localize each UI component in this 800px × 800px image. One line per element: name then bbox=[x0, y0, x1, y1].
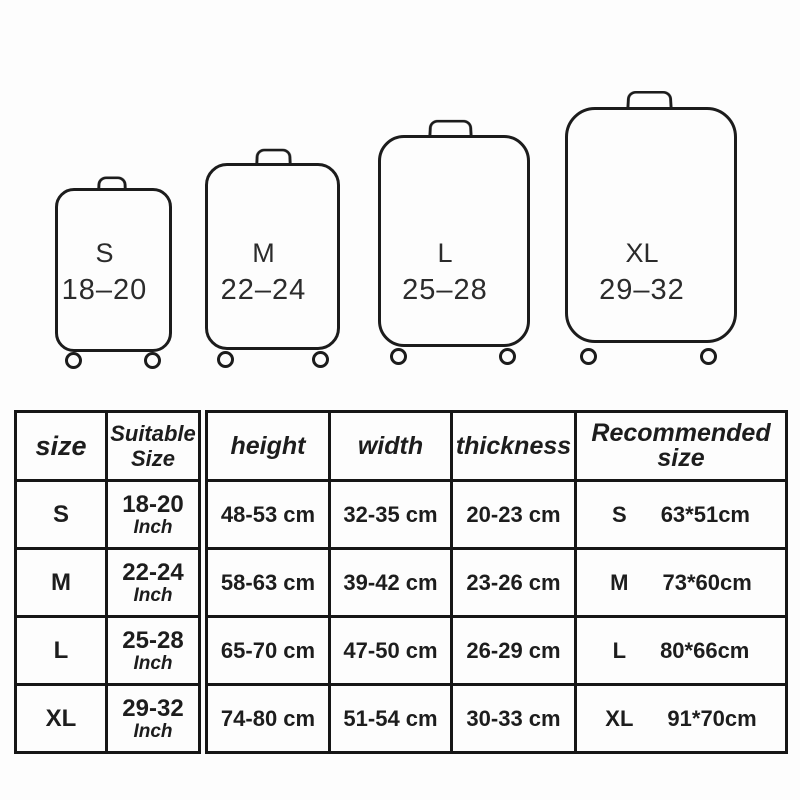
col-header-suitable-size: Suitable Size bbox=[105, 410, 201, 482]
suitcase-size-range: 18–20 bbox=[61, 274, 148, 306]
recommended-cell: XL 91*70cm bbox=[574, 683, 788, 754]
suitable-cell: 29-32 Inch bbox=[105, 683, 201, 754]
recommended-cover-size: 73*60cm bbox=[662, 569, 752, 595]
recommended-cover-size: 80*66cm bbox=[660, 637, 750, 663]
suitcase-body bbox=[378, 135, 530, 347]
recommended-size-letter: M bbox=[610, 569, 629, 595]
recommended-size-letter: L bbox=[612, 637, 627, 663]
recommended-cell: M 73*60cm bbox=[574, 547, 788, 618]
inch-unit: Inch bbox=[133, 516, 173, 538]
inch-unit: Inch bbox=[133, 584, 173, 606]
height-cell: 65-70 cm bbox=[205, 615, 331, 686]
col-header-width: width bbox=[328, 410, 453, 482]
table-header-row: height width thickness Recommended size bbox=[205, 410, 788, 482]
suitable-cell: 18-20 Inch bbox=[105, 479, 201, 550]
col-header-recommended-size: Recommended size bbox=[574, 410, 788, 482]
inch-range: 18-20 bbox=[122, 490, 184, 518]
table-row: L 25-28 Inch bbox=[14, 615, 201, 686]
table-row: 65-70 cm 47-50 cm 26-29 cm L 80*66cm bbox=[205, 615, 788, 686]
thickness-cell: 23-26 cm bbox=[450, 547, 577, 618]
thickness-cell: 30-33 cm bbox=[450, 683, 577, 754]
suitcase-wheel-icon bbox=[217, 351, 234, 368]
inch-range: 29-32 bbox=[122, 694, 184, 722]
col-header-thickness: thickness bbox=[450, 410, 577, 482]
width-cell: 47-50 cm bbox=[328, 615, 453, 686]
inch-range: 22-24 bbox=[122, 558, 184, 586]
suitcase-size-letter: XL bbox=[625, 238, 659, 268]
suitcase-xl: XL 29–32 bbox=[565, 89, 737, 379]
size-cell: M bbox=[14, 547, 108, 618]
suitcase-wheel-icon bbox=[65, 352, 82, 369]
recommended-size-letter: XL bbox=[605, 705, 634, 731]
suitcase-label-block: S 18–20 bbox=[55, 236, 172, 310]
suitcase-wheel-icon bbox=[580, 348, 597, 365]
suitcase-s: S 18–20 bbox=[55, 175, 172, 375]
height-cell: 74-80 cm bbox=[205, 683, 331, 754]
size-cell: S bbox=[14, 479, 108, 550]
suitcase-size-letter: M bbox=[252, 238, 275, 268]
width-cell: 51-54 cm bbox=[328, 683, 453, 754]
recommended-cell: L 80*66cm bbox=[574, 615, 788, 686]
suitcase-label-block: M 22–24 bbox=[205, 236, 340, 310]
suitable-cell: 22-24 Inch bbox=[105, 547, 201, 618]
suitcase-l: L 25–28 bbox=[378, 118, 530, 378]
table-row: S 18-20 Inch bbox=[14, 479, 201, 550]
suitcase-wheel-icon bbox=[390, 348, 407, 365]
table-header-row: size Suitable Size bbox=[14, 410, 201, 482]
suitcase-size-range: 25–28 bbox=[402, 274, 488, 306]
suitcase-label-block: XL 29–32 bbox=[565, 236, 737, 310]
suitcase-size-range: 29–32 bbox=[599, 274, 685, 306]
thickness-cell: 20-23 cm bbox=[450, 479, 577, 550]
height-cell: 48-53 cm bbox=[205, 479, 331, 550]
table-row: M 22-24 Inch bbox=[14, 547, 201, 618]
suitcase-wheel-icon bbox=[144, 352, 161, 369]
inch-unit: Inch bbox=[133, 720, 173, 742]
inch-range: 25-28 bbox=[122, 626, 184, 654]
size-cell: XL bbox=[14, 683, 108, 754]
col-header-size: size bbox=[14, 410, 108, 482]
suitcase-size-letter: S bbox=[95, 238, 114, 268]
col-header-height: height bbox=[205, 410, 331, 482]
recommended-cover-size: 91*70cm bbox=[667, 705, 757, 731]
suitcase-wheel-icon bbox=[312, 351, 329, 368]
suitcase-size-range: 22–24 bbox=[220, 274, 307, 306]
recommended-cell: S 63*51cm bbox=[574, 479, 788, 550]
suitcase-body bbox=[205, 163, 340, 350]
width-cell: 32-35 cm bbox=[328, 479, 453, 550]
suitcase-body bbox=[565, 107, 737, 343]
inch-unit: Inch bbox=[133, 652, 173, 674]
suitcase-wheel-icon bbox=[499, 348, 516, 365]
suitcase-m: M 22–24 bbox=[205, 147, 340, 377]
recommended-size-letter: S bbox=[612, 501, 627, 527]
size-cell: L bbox=[14, 615, 108, 686]
suitcase-size-letter: L bbox=[437, 238, 453, 268]
suitcase-body bbox=[55, 188, 172, 352]
suitcase-label-block: L 25–28 bbox=[378, 236, 530, 310]
height-cell: 58-63 cm bbox=[205, 547, 331, 618]
width-cell: 39-42 cm bbox=[328, 547, 453, 618]
table-row: 48-53 cm 32-35 cm 20-23 cm S 63*51cm bbox=[205, 479, 788, 550]
thickness-cell: 26-29 cm bbox=[450, 615, 577, 686]
suitcase-wheel-icon bbox=[700, 348, 717, 365]
suitable-cell: 25-28 Inch bbox=[105, 615, 201, 686]
size-suitable-table: size Suitable Size S 18-20 Inch M 22-24 … bbox=[14, 410, 201, 754]
recommended-cover-size: 63*51cm bbox=[660, 501, 750, 527]
table-row: 74-80 cm 51-54 cm 30-33 cm XL 91*70cm bbox=[205, 683, 788, 754]
table-row: XL 29-32 Inch bbox=[14, 683, 201, 754]
table-row: 58-63 cm 39-42 cm 23-26 cm M 73*60cm bbox=[205, 547, 788, 618]
dimensions-table: height width thickness Recommended size … bbox=[205, 410, 788, 754]
